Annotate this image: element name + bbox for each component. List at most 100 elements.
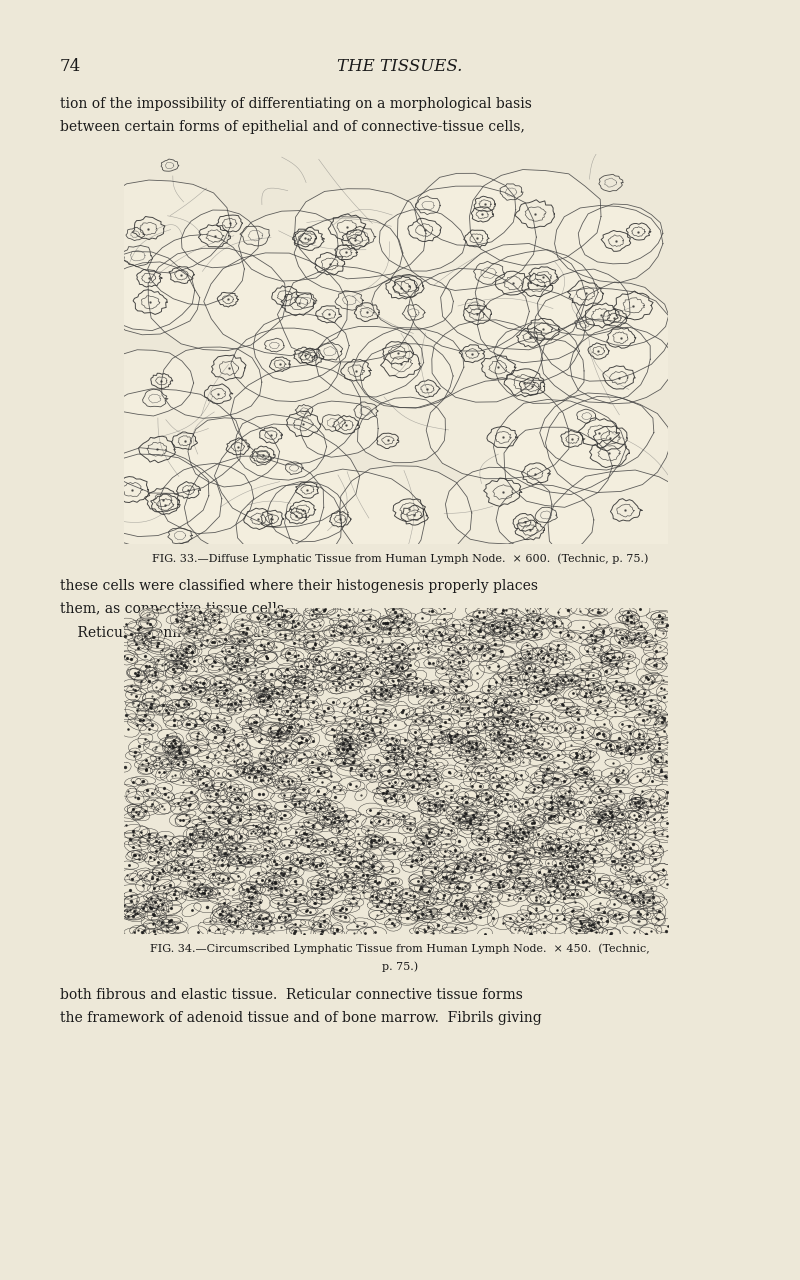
Polygon shape (317, 787, 332, 800)
Polygon shape (619, 685, 636, 696)
Polygon shape (427, 788, 446, 797)
Polygon shape (376, 618, 395, 628)
Polygon shape (450, 691, 465, 707)
Polygon shape (615, 611, 639, 625)
Polygon shape (182, 838, 198, 850)
Polygon shape (494, 746, 509, 758)
Polygon shape (339, 621, 353, 628)
Polygon shape (206, 731, 225, 744)
Polygon shape (114, 899, 134, 911)
Polygon shape (321, 676, 344, 689)
Polygon shape (510, 923, 529, 937)
Polygon shape (316, 864, 338, 878)
Polygon shape (393, 895, 414, 910)
Polygon shape (172, 745, 199, 756)
Polygon shape (576, 844, 598, 858)
Polygon shape (655, 726, 674, 736)
Polygon shape (389, 759, 403, 768)
Polygon shape (525, 739, 551, 749)
Polygon shape (152, 746, 182, 755)
Polygon shape (210, 906, 230, 922)
Polygon shape (239, 717, 263, 728)
Polygon shape (614, 891, 634, 904)
Polygon shape (260, 682, 274, 695)
Text: Reticular connective tissue differs in chemical composition from: Reticular connective tissue differs in c… (60, 626, 534, 640)
Polygon shape (188, 417, 279, 486)
Polygon shape (584, 808, 605, 817)
Polygon shape (250, 867, 266, 879)
Polygon shape (525, 604, 541, 618)
Polygon shape (194, 864, 211, 874)
Polygon shape (140, 723, 158, 735)
Polygon shape (186, 676, 207, 689)
Polygon shape (529, 630, 542, 639)
Polygon shape (446, 806, 468, 817)
Polygon shape (271, 611, 292, 622)
Polygon shape (434, 626, 456, 641)
Polygon shape (490, 726, 507, 739)
Polygon shape (507, 690, 522, 699)
Polygon shape (558, 603, 578, 617)
Polygon shape (345, 841, 368, 856)
Polygon shape (423, 631, 443, 645)
Polygon shape (117, 650, 138, 666)
Polygon shape (479, 727, 502, 741)
Polygon shape (383, 735, 408, 746)
Polygon shape (434, 850, 454, 861)
Polygon shape (273, 763, 286, 771)
Polygon shape (414, 173, 516, 246)
Polygon shape (500, 621, 518, 632)
Polygon shape (183, 868, 203, 877)
Polygon shape (550, 626, 569, 639)
Polygon shape (526, 785, 542, 794)
Polygon shape (605, 666, 629, 678)
Polygon shape (506, 837, 530, 852)
Polygon shape (502, 878, 525, 896)
Polygon shape (308, 684, 323, 695)
Polygon shape (205, 687, 228, 700)
Polygon shape (204, 253, 347, 356)
Polygon shape (394, 749, 410, 764)
Polygon shape (642, 837, 660, 855)
Polygon shape (178, 698, 197, 709)
Polygon shape (136, 617, 157, 628)
Polygon shape (631, 892, 654, 902)
Polygon shape (382, 652, 400, 660)
Polygon shape (335, 716, 356, 724)
Polygon shape (198, 777, 214, 792)
Polygon shape (408, 643, 428, 653)
Polygon shape (386, 662, 408, 673)
Polygon shape (374, 692, 389, 700)
Polygon shape (354, 882, 370, 891)
Polygon shape (654, 714, 670, 731)
Polygon shape (492, 631, 516, 641)
Polygon shape (362, 632, 383, 646)
Polygon shape (422, 867, 442, 878)
Polygon shape (161, 923, 176, 932)
Polygon shape (590, 849, 612, 861)
Polygon shape (494, 323, 579, 380)
Polygon shape (207, 695, 227, 707)
Polygon shape (168, 700, 187, 710)
Polygon shape (540, 896, 556, 906)
Polygon shape (436, 703, 450, 709)
Polygon shape (373, 818, 394, 831)
Polygon shape (336, 819, 356, 837)
Polygon shape (217, 712, 232, 724)
Polygon shape (220, 699, 242, 708)
Polygon shape (630, 751, 651, 764)
Polygon shape (139, 906, 166, 922)
Polygon shape (188, 884, 208, 895)
Polygon shape (402, 824, 418, 833)
Polygon shape (167, 861, 182, 878)
Polygon shape (406, 671, 426, 685)
Polygon shape (142, 852, 158, 861)
Polygon shape (147, 884, 160, 892)
Polygon shape (230, 922, 244, 929)
Polygon shape (478, 289, 586, 362)
Polygon shape (176, 643, 195, 654)
Polygon shape (310, 767, 332, 778)
Polygon shape (221, 915, 237, 925)
Polygon shape (608, 909, 630, 918)
Polygon shape (616, 812, 642, 824)
